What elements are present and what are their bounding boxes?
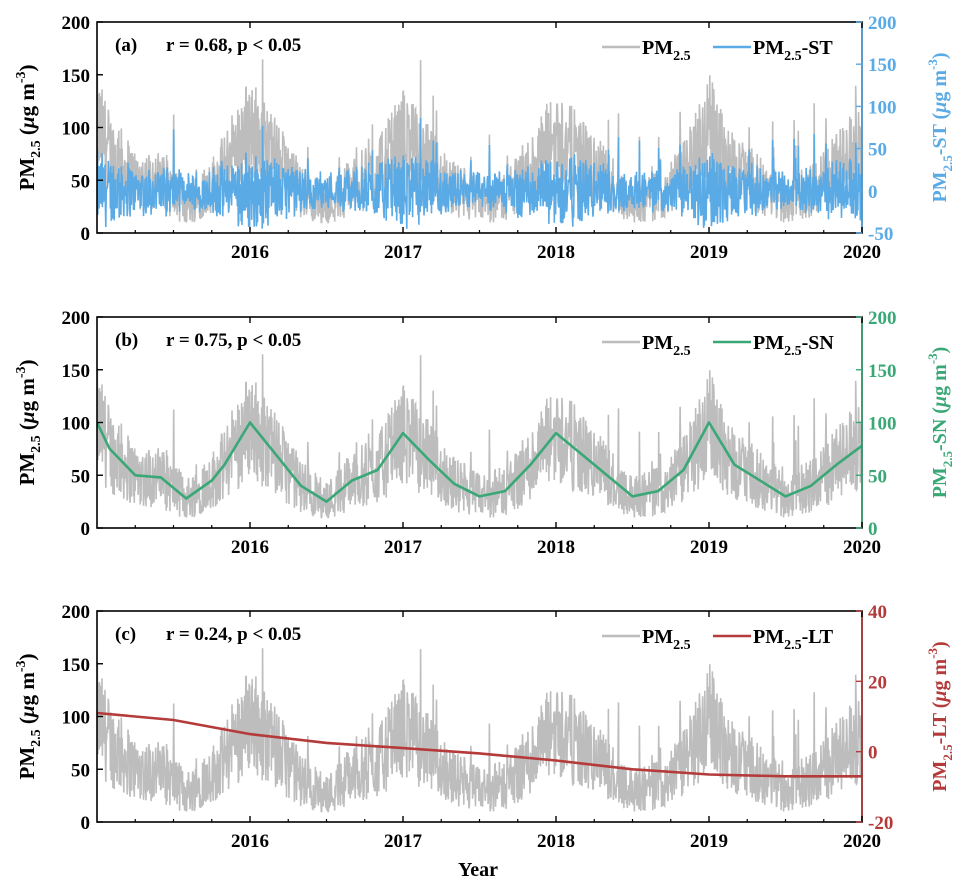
legend-label-1: PM2.5-ST <box>753 37 833 64</box>
y-left-tick-label: 0 <box>81 224 91 245</box>
y-left-tick-label: 50 <box>71 760 90 781</box>
correlation-annotation: r = 0.75, p < 0.05 <box>166 330 301 351</box>
series-pm25-lt <box>97 711 862 778</box>
y-right-tick-label: 0 <box>868 743 878 764</box>
x-tick-label: 2016 <box>231 831 269 852</box>
y-left-tick-label: 100 <box>62 414 91 435</box>
y-right-tick-label: 150 <box>868 361 897 382</box>
x-tick-label: 2020 <box>843 831 881 852</box>
panel-label: (c) <box>115 624 136 645</box>
series-pm25-sn <box>97 421 862 503</box>
series-pm25-raw <box>97 648 862 813</box>
legend: PM2.5 PM2.5-ST <box>602 37 833 64</box>
x-axis-title: Year <box>458 859 498 881</box>
y-left-axis-title: PM2.5 (μg m-3) <box>14 359 44 485</box>
y-left-tick-label: 200 <box>62 308 91 329</box>
x-tick-label: 2016 <box>231 537 269 558</box>
x-tick-label: 2017 <box>384 831 423 852</box>
y-right-tick-label: 200 <box>868 308 897 329</box>
panel-label: (a) <box>115 35 137 56</box>
y-right-tick-label: 50 <box>868 466 887 487</box>
y-right-axis-title: PM2.5-ST (μg m-3) <box>925 52 955 202</box>
series-pm25-st <box>97 118 862 229</box>
x-tick-label: 2019 <box>690 242 728 263</box>
y-left-tick-label: 200 <box>62 602 91 623</box>
y-right-tick-label: -20 <box>868 813 893 834</box>
y-right-tick-label: 150 <box>868 55 897 76</box>
x-tick-label: 2018 <box>537 242 575 263</box>
y-right-tick-label: 200 <box>868 13 897 34</box>
x-tick-label: 2020 <box>843 242 881 263</box>
legend-label-0: PM2.5 <box>642 37 691 64</box>
x-tick-label: 2020 <box>843 537 881 558</box>
y-left-tick-label: 100 <box>62 119 91 140</box>
y-left-axis-title: PM2.5 (μg m-3) <box>14 653 44 779</box>
y-left-tick-label: 0 <box>81 813 91 834</box>
series-pm25-raw <box>97 354 862 519</box>
y-right-tick-label: -50 <box>868 224 893 245</box>
y-left-tick-label: 150 <box>62 66 91 87</box>
y-right-axis-title: PM2.5-LT (μg m-3) <box>925 641 955 791</box>
x-tick-label: 2018 <box>537 831 575 852</box>
y-left-tick-label: 200 <box>62 13 91 34</box>
y-left-tick-label: 150 <box>62 655 91 676</box>
panel-c: 2016 2017 2018 2019 2020 0 50 100 150 200 -20 0 20 40… <box>14 602 955 852</box>
x-tick-label: 2018 <box>537 537 575 558</box>
correlation-annotation: r = 0.24, p < 0.05 <box>166 624 301 645</box>
x-tick-label: 2017 <box>384 537 423 558</box>
x-tick-label: 2019 <box>690 537 728 558</box>
y-right-tick-label: 0 <box>868 182 878 203</box>
legend-label-1: PM2.5-LT <box>753 626 834 653</box>
y-right-tick-label: 20 <box>868 672 887 693</box>
correlation-annotation: r = 0.68, p < 0.05 <box>166 35 301 56</box>
y-right-tick-label: 40 <box>868 602 887 623</box>
y-left-tick-label: 100 <box>62 708 91 729</box>
y-left-tick-label: 150 <box>62 361 91 382</box>
x-tick-label: 2016 <box>231 242 269 263</box>
y-right-tick-label: 50 <box>868 140 887 161</box>
x-tick-label: 2019 <box>690 831 728 852</box>
y-left-tick-label: 50 <box>71 466 90 487</box>
y-right-tick-label: 100 <box>868 414 897 435</box>
legend-label-0: PM2.5 <box>642 626 691 653</box>
y-left-tick-label: 50 <box>71 171 90 192</box>
y-right-tick-label: 0 <box>868 519 878 540</box>
y-left-tick-label: 0 <box>81 519 91 540</box>
legend-label-1: PM2.5-SN <box>753 332 834 359</box>
legend-label-0: PM2.5 <box>642 332 691 359</box>
y-right-tick-label: 100 <box>868 97 897 118</box>
legend: PM2.5 PM2.5-SN <box>602 332 834 359</box>
x-tick-label: 2017 <box>384 242 423 263</box>
y-right-axis-title: PM2.5-SN (μg m-3) <box>925 347 955 499</box>
panel-a: 2016 2017 2018 2019 2020 0 50 100 150 200 -50 0 50 10… <box>14 13 955 263</box>
y-left-axis-title: PM2.5 (μg m-3) <box>14 64 44 190</box>
legend: PM2.5 PM2.5-LT <box>602 626 834 653</box>
panel-b: 2016 2017 2018 2019 202005010015020005010015… <box>14 308 955 558</box>
panel-label: (b) <box>115 330 138 351</box>
